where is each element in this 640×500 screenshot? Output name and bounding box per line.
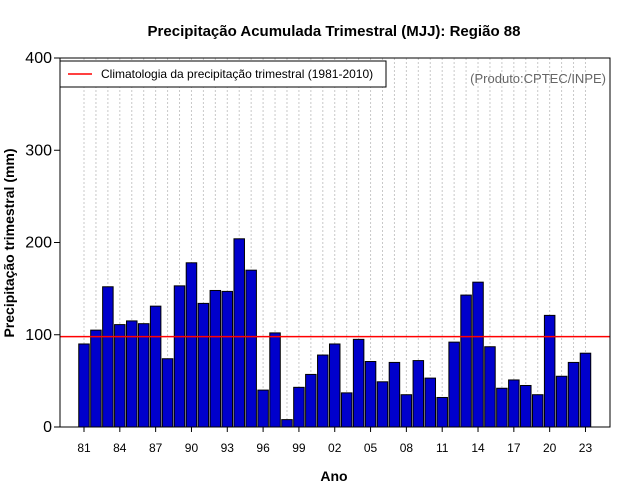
chart-title: Precipitação Acumulada Trimestral (MJJ):…	[148, 23, 521, 40]
x-axis: 81 84 87 90 93 96 99 02 05 08 11 14 17 20 23	[77, 427, 592, 455]
bar-2008	[400, 394, 413, 428]
bar-1998	[281, 419, 293, 428]
x-tick-label: 90	[185, 441, 199, 455]
bar-2001	[317, 354, 329, 428]
bar-2011	[436, 396, 448, 428]
bar-2013	[460, 294, 472, 428]
x-tick-label: 23	[579, 441, 593, 455]
bar-1994	[233, 238, 245, 428]
legend-box	[59, 60, 387, 88]
bar-2012	[448, 341, 460, 428]
x-tick-label: 81	[77, 441, 91, 455]
bar-1986	[137, 323, 150, 428]
bar-1983	[102, 286, 114, 428]
bar-1988	[161, 358, 174, 428]
bar-2005	[364, 361, 377, 428]
bar-1996	[257, 389, 269, 428]
y-tick-label: 200	[25, 235, 52, 252]
bar-2010	[424, 377, 437, 428]
bar-2022	[567, 361, 580, 428]
x-tick-label: 99	[292, 441, 306, 455]
bar-2009	[412, 360, 425, 428]
y-tick-label: 0	[43, 419, 52, 436]
bar-2014	[472, 281, 484, 428]
y-axis-label: Precipitação trimestral (mm)	[1, 148, 17, 337]
y-tick-label: 400	[25, 50, 52, 67]
bar-1992	[209, 289, 222, 428]
x-tick-label: 93	[221, 441, 235, 455]
bar-1993	[221, 290, 234, 428]
bar-1997	[269, 332, 281, 428]
bar-1999	[293, 386, 305, 428]
x-tick-label: 96	[256, 441, 270, 455]
bar-2000	[305, 373, 317, 428]
bar-2003	[340, 392, 353, 428]
x-axis-label: Ano	[320, 468, 347, 484]
y-tick-label: 300	[25, 142, 52, 159]
legend-label: Climatologia da precipitação trimestral …	[101, 67, 373, 81]
bar-2019	[531, 394, 544, 428]
bar-1981	[78, 343, 90, 428]
x-tick-label: 17	[507, 441, 521, 455]
bar-series	[78, 238, 592, 428]
x-tick-label: 08	[400, 441, 414, 455]
bar-2002	[328, 343, 341, 428]
bar-2023	[579, 352, 592, 428]
bar-2015	[484, 346, 496, 428]
x-tick-label: 20	[543, 441, 557, 455]
bar-1995	[245, 269, 257, 428]
bar-1990	[185, 262, 198, 428]
x-tick-label: 87	[149, 441, 163, 455]
y-axis: 0 100 200 300 400	[25, 50, 60, 436]
bar-2021	[555, 375, 568, 428]
bar-2004	[352, 338, 365, 428]
y-tick-label: 100	[25, 327, 52, 344]
bar-1982	[90, 329, 102, 428]
bar-2016	[496, 387, 508, 428]
bar-2006	[376, 381, 389, 428]
x-tick-label: 14	[471, 441, 485, 455]
x-tick-label: 84	[113, 441, 127, 455]
bar-2018	[520, 384, 532, 428]
legend: Climatologia da precipitação trimestral …	[59, 60, 387, 88]
x-tick-label: 11	[436, 441, 449, 455]
gridlines	[83, 58, 586, 427]
bar-2017	[508, 379, 520, 428]
bar-2020	[543, 314, 556, 428]
source-note: (Produto:CPTEC/INPE)	[470, 71, 606, 86]
bar-1989	[173, 285, 186, 428]
x-tick-label: 02	[328, 441, 342, 455]
bar-1984	[114, 324, 126, 428]
bar-1987	[149, 305, 162, 428]
x-tick-label: 05	[364, 441, 378, 455]
bar-1991	[197, 302, 210, 428]
bar-2007	[388, 361, 401, 428]
